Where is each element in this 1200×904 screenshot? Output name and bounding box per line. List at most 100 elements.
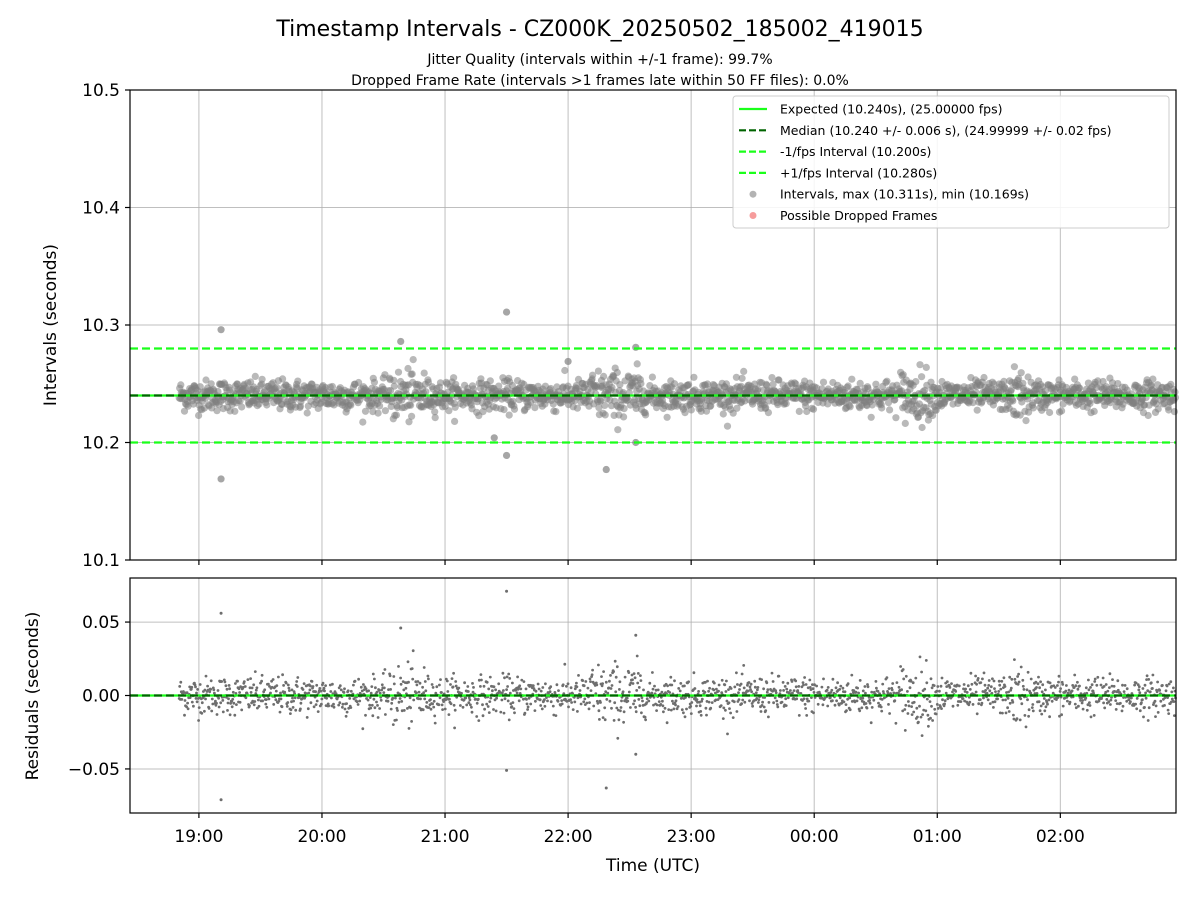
- residual-point: [185, 705, 189, 709]
- residual-point: [981, 677, 984, 681]
- residual-point: [753, 679, 757, 683]
- residual-point: [940, 676, 944, 680]
- interval-point: [392, 411, 400, 419]
- residual-point: [670, 683, 674, 687]
- interval-point: [620, 405, 628, 413]
- residual-point: [710, 701, 714, 704]
- residual-point: [979, 681, 983, 684]
- residual-point: [1137, 685, 1141, 689]
- residual-point: [289, 712, 292, 715]
- residual-point: [467, 696, 471, 700]
- residual-point: [185, 691, 189, 695]
- residual-point: [626, 699, 630, 703]
- residual-point: [1089, 715, 1093, 719]
- residual-point: [773, 696, 777, 700]
- residual-point: [666, 684, 669, 688]
- residual-point: [724, 690, 728, 693]
- residual-point: [437, 703, 441, 707]
- residual-point: [1134, 681, 1138, 685]
- residual-point: [536, 682, 540, 686]
- residual-point: [533, 709, 537, 712]
- residual-point: [935, 689, 939, 693]
- residual-point: [643, 715, 647, 719]
- residual-point: [291, 706, 295, 709]
- residual-point: [902, 677, 906, 681]
- residual-point: [462, 698, 466, 702]
- residual-point: [1121, 683, 1124, 687]
- residual-point: [511, 681, 514, 685]
- residual-point: [588, 701, 591, 704]
- interval-point: [361, 407, 370, 415]
- residual-point: [860, 706, 864, 710]
- residual-point: [1167, 682, 1171, 686]
- residual-point: [592, 704, 596, 708]
- interval-outlier-point: [397, 337, 405, 346]
- residual-point: [1017, 672, 1020, 676]
- residual-point: [587, 707, 591, 711]
- residual-point: [901, 668, 905, 671]
- residual-point: [518, 692, 522, 695]
- residual-point: [820, 685, 824, 689]
- residual-point: [675, 707, 679, 711]
- residual-point: [985, 691, 989, 695]
- residual-point: [1037, 700, 1041, 704]
- residual-point: [600, 675, 603, 678]
- residual-point: [655, 703, 659, 707]
- residual-point: [588, 677, 592, 681]
- residual-point: [397, 665, 400, 668]
- residual-point: [250, 686, 254, 690]
- residual-point: [1164, 689, 1168, 693]
- interval-point: [390, 376, 398, 384]
- residual-point: [255, 686, 259, 690]
- residual-point: [1048, 715, 1051, 719]
- intervals-reference-lines: [130, 347, 1176, 444]
- residual-point: [903, 729, 907, 732]
- residual-point: [212, 688, 216, 692]
- residual-point: [1101, 676, 1105, 680]
- residual-point: [795, 697, 799, 701]
- residual-point: [272, 703, 276, 706]
- residual-point: [614, 675, 618, 679]
- residual-point: [274, 698, 278, 702]
- legend-marker-swatch: [749, 190, 757, 198]
- residual-point: [608, 699, 612, 703]
- residual-point: [772, 701, 775, 705]
- residual-point: [1086, 703, 1090, 707]
- residual-point: [440, 703, 444, 707]
- residual-point: [307, 691, 311, 695]
- interval-point: [202, 376, 210, 384]
- interval-point: [1099, 377, 1107, 386]
- residual-point: [466, 690, 470, 693]
- residual-point: [908, 686, 912, 690]
- residual-point: [756, 688, 759, 692]
- interval-point: [883, 377, 891, 385]
- interval-point: [918, 423, 926, 432]
- residual-point: [1110, 696, 1113, 699]
- residual-outlier-point: [219, 611, 223, 615]
- residual-point: [857, 691, 860, 695]
- residual-point: [988, 689, 992, 693]
- residual-point: [302, 682, 306, 685]
- residual-point: [836, 681, 839, 685]
- residual-point: [1041, 702, 1045, 706]
- residual-point: [290, 688, 294, 692]
- residual-point: [864, 691, 867, 695]
- interval-point: [451, 403, 459, 411]
- residual-point: [596, 701, 600, 705]
- residual-point: [601, 716, 605, 719]
- interval-point: [620, 413, 628, 421]
- interval-point: [782, 400, 790, 408]
- residual-point: [1048, 681, 1052, 685]
- residual-point: [308, 688, 312, 692]
- residual-point: [285, 705, 289, 708]
- residual-point: [1140, 701, 1143, 705]
- residual-point: [278, 710, 282, 714]
- residual-point: [415, 691, 418, 695]
- interval-point: [719, 410, 727, 418]
- residual-point: [381, 672, 385, 675]
- residual-point: [565, 684, 568, 688]
- interval-point: [294, 377, 302, 385]
- y-tick-label: 10.2: [82, 434, 120, 454]
- residual-point: [775, 699, 779, 703]
- residual-point: [369, 706, 373, 710]
